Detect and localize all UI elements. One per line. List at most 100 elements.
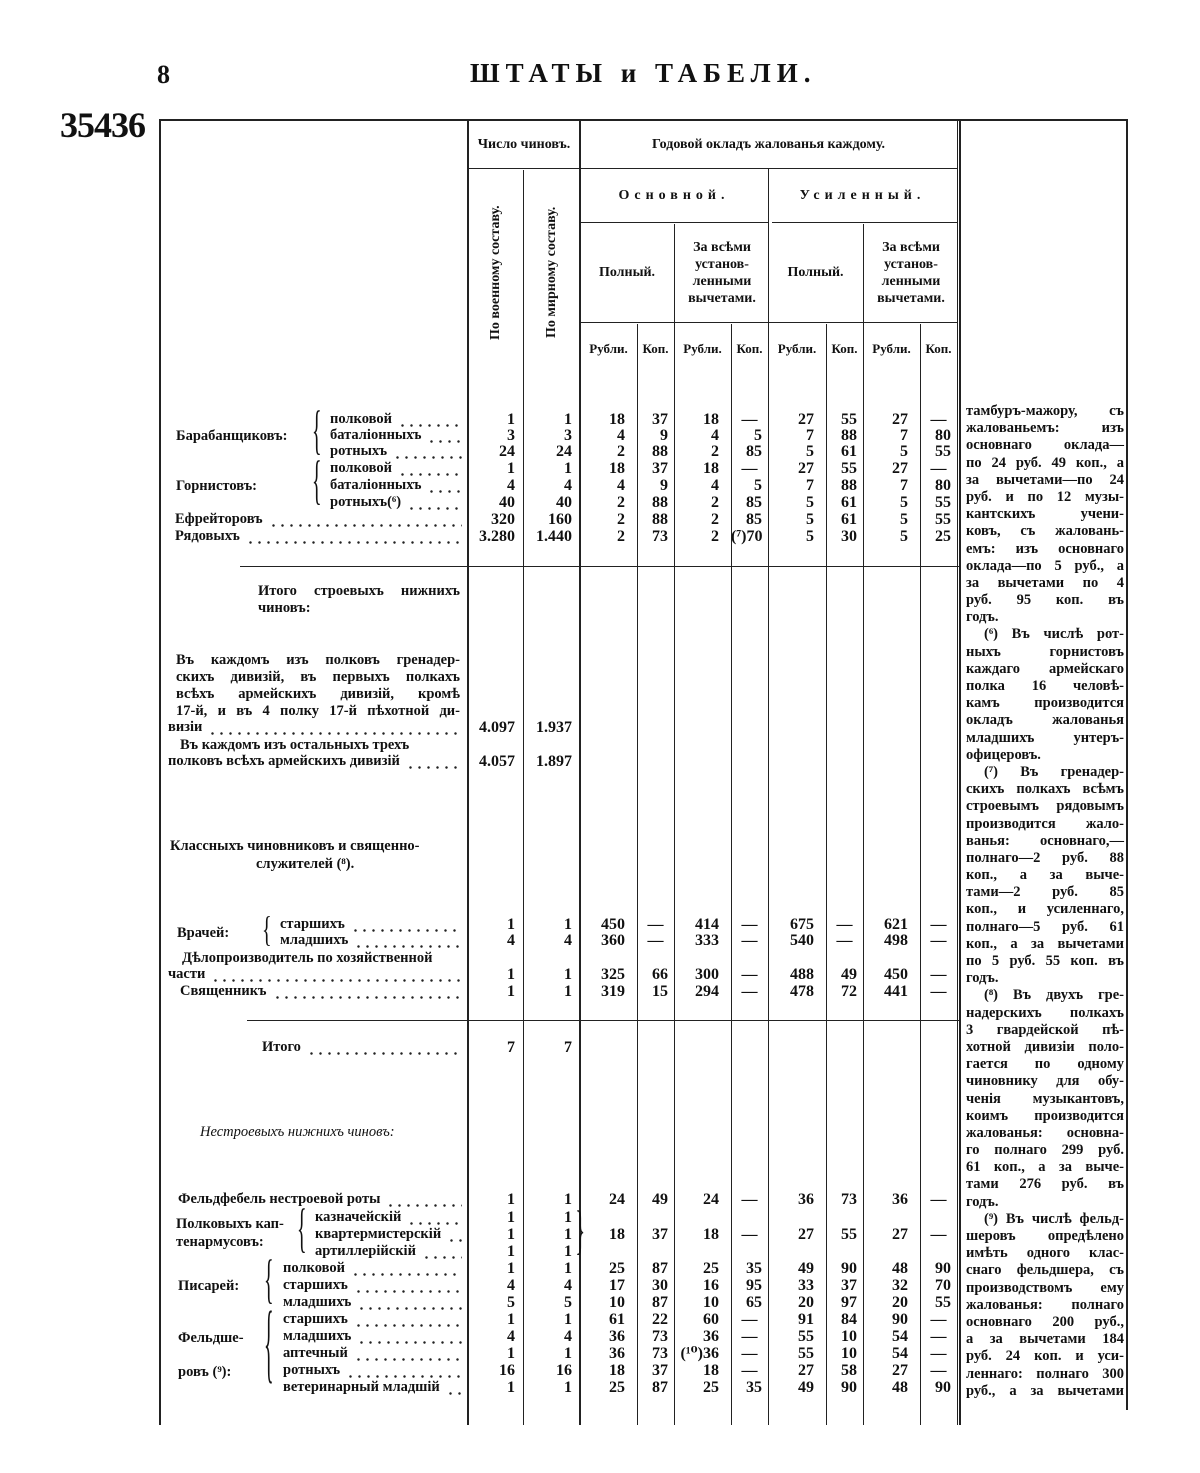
cell-value: 5 [806,528,814,545]
cell-value: 54 [892,1328,908,1345]
cell-value: 27 [798,1226,814,1243]
cell-value: 1 [507,966,515,983]
footnote-line: шеровъ опредѣлено [966,1228,1124,1244]
dot-leader [268,511,462,528]
cell-value: 10 [841,1345,857,1362]
row-label-text: ротныхъ [330,443,388,459]
cell-value: 675 [790,916,814,933]
cell-value: 61 [609,1311,625,1328]
rule-line [637,324,638,1425]
cell-value: 49 [798,1260,814,1277]
cell-value: 37 [652,411,668,428]
footnote-line: емъ: изъ основнаго [966,540,1124,557]
cell-value: 25 [703,1260,719,1277]
row-label: артиллерійскій [315,1243,462,1260]
cell-value: 73 [652,1345,668,1362]
footnote-line: руб. 24 коп. и уси- [966,1348,1124,1365]
cell-value: 2 [711,494,719,511]
cell-value: 9 [660,427,668,444]
cell-value: 4 [564,1328,572,1345]
cell-value: 10 [841,1328,857,1345]
row-label-text: казначейскій [315,1209,402,1225]
dot-leader [353,1345,462,1362]
cell-value: 61 [841,511,857,528]
cell-value: 90 [935,1379,951,1396]
cell-value: — [741,1191,758,1208]
paragraph-line: 17-й, и въ 4 полку 17-й пѣхотной ди- [176,703,460,719]
cell-value: 48 [892,1260,908,1277]
cell-value: 61 [841,443,857,460]
group-scribes: Писарей: [178,1278,240,1294]
cell-value: 27 [892,460,908,477]
row-label-text: артиллерійскій [315,1243,416,1259]
cell-value: 40 [556,494,572,511]
footnote-line: производствомъ ему [966,1279,1124,1296]
cell-value: 55 [841,1226,857,1243]
cell-value: 5 [806,494,814,511]
cell-value: 15 [652,983,668,1000]
row-label: баталіонныхъ [330,477,462,494]
cell-value: 91 [798,1311,814,1328]
rule-line [1126,119,1128,1410]
cell-value: 85 [746,511,762,528]
row-label: полковой [330,460,462,477]
cell-value: 3.280 [479,528,515,545]
rule-line [826,324,827,1425]
cell-value: 1 [507,1379,515,1396]
cell-value: 414 [695,916,719,933]
row-label: Ефрейторовъ [175,511,462,528]
cell-value: 36 [892,1191,908,1208]
footnote-line: по 5 руб. 55 коп. въ [966,953,1124,969]
cell-value: 88 [652,494,668,511]
cell-value: 498 [884,932,908,949]
cell-value: — [741,1345,758,1362]
footnote-line: основнаго оклада— [966,437,1124,454]
cell-value: 450 [601,916,625,933]
dot-leader [353,1311,462,1328]
cell-value: 450 [884,966,908,983]
group-drummers: Барабанщиковъ: [176,428,288,444]
cell-value: 36 [703,1328,719,1345]
row-label-text: старшихъ [280,916,345,932]
row-label-text: младшихъ [283,1328,352,1344]
row-label: младшихъ [280,932,462,949]
header-rubles: Рубли. [683,340,722,356]
footnote-line: снаго фельдшера, съ [966,1262,1124,1279]
cell-value: 4.097 [479,719,515,736]
cell-value: — [741,966,758,983]
row-label-text: полковой [283,1260,345,1276]
cell-value: 7 [900,477,908,494]
rule-line [920,324,921,1425]
dot-leader [407,494,462,511]
dot-leader [346,1362,462,1379]
cell-value: 25 [935,528,951,545]
row-label-text: баталіонныхъ [330,427,422,443]
dot-leader [211,966,462,983]
cell-value: 4 [564,477,572,494]
rule-line [863,224,864,1425]
dot-leader [421,1243,462,1260]
cell-value: 4 [617,477,625,494]
cell-value: 25 [703,1379,719,1396]
footnote-line: строевымъ рядовымъ [966,798,1124,815]
footnote-line: чиновнику для обу- [966,1073,1124,1090]
cell-value: — [930,932,947,949]
footnote-line: леннаго: полнаго 300 [966,1365,1124,1382]
cell-value: 73 [652,1328,668,1345]
cell-value: 18 [703,1226,719,1243]
cell-value: 87 [652,1294,668,1311]
cell-value: 54 [892,1345,908,1362]
cell-value: 90 [935,1260,951,1277]
cell-value: — [836,916,853,933]
footnote-line: жалованья: основна- [966,1124,1124,1141]
brace-icon: { [264,1296,274,1394]
paragraph-line: всѣхъ армейскихъ дивизій, кромѣ [176,686,460,702]
rule-line [467,119,469,1425]
row-label-text: Ефрейторовъ [175,511,263,527]
cell-value: 25 [609,1379,625,1396]
header-rubles: Рубли. [589,340,628,356]
footnote-line: коп., и усиленнаго, [966,901,1124,918]
cell-value: 90 [841,1379,857,1396]
cell-value: 36 [798,1191,814,1208]
cell-value: — [930,1226,947,1243]
